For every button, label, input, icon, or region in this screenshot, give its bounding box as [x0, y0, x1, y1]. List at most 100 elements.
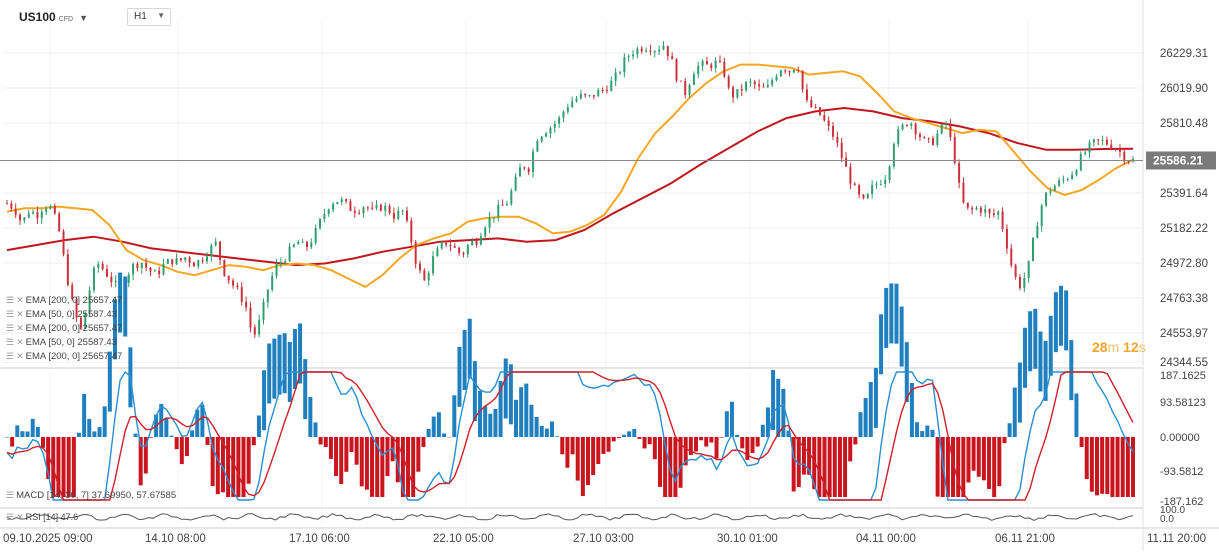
macd-histogram-bar: [853, 437, 857, 444]
menu-icon[interactable]: ☰: [6, 512, 14, 522]
candle-body: [815, 107, 817, 108]
macd-histogram-bar: [884, 288, 888, 348]
candle-body: [902, 125, 904, 129]
legend-item[interactable]: ☰✕EMA [50, 0] 25587.43: [6, 309, 117, 320]
close-icon[interactable]: ✕: [16, 323, 24, 333]
macd-histogram-bar: [524, 384, 528, 437]
candle-body: [1023, 278, 1025, 288]
candle-body: [806, 89, 808, 100]
macd-histogram-bar: [617, 437, 621, 438]
legend-item[interactable]: ☰✕EMA [200, 0] 25657.47: [6, 351, 122, 362]
macd-histogram-bar: [761, 425, 765, 437]
candle-countdown: 28m 12s: [1092, 339, 1146, 355]
candle-body: [545, 134, 547, 137]
candle-body: [997, 211, 999, 214]
macd-histogram-bar: [360, 437, 364, 486]
macd-histogram-bar: [329, 437, 333, 459]
macd-histogram-bar: [437, 412, 441, 437]
macd-histogram-bar: [529, 405, 533, 437]
macd-histogram-bar: [802, 437, 806, 475]
legend-item[interactable]: ☰✕EMA [50, 0] 25587.43: [6, 337, 117, 348]
macd-histogram-bar: [1095, 437, 1099, 495]
macd-histogram-bar: [257, 415, 261, 437]
candle-body: [989, 209, 991, 213]
candle-body: [471, 241, 473, 245]
macd-tick-label: 0.00000: [1160, 432, 1200, 444]
menu-icon[interactable]: ☰: [6, 337, 14, 347]
candle-body: [332, 204, 334, 209]
candle-body: [419, 264, 421, 271]
candle-body: [158, 271, 160, 275]
close-icon[interactable]: ✕: [16, 337, 24, 347]
macd-histogram-bar: [206, 437, 210, 445]
candle-body: [793, 70, 795, 73]
x-tick-label: 27.10 03:00: [573, 533, 634, 545]
menu-icon[interactable]: ☰: [6, 309, 14, 319]
macd-histogram-bar: [123, 277, 127, 337]
close-icon[interactable]: ✕: [16, 512, 24, 522]
candle-body: [836, 137, 838, 143]
legend-text: EMA [50, 0] 25587.43: [26, 337, 117, 348]
candle-body: [710, 65, 712, 69]
menu-icon[interactable]: ☰: [6, 490, 14, 500]
chevron-down-icon: ▼: [79, 13, 88, 23]
candle-body: [1045, 193, 1047, 206]
candle-body: [167, 259, 169, 264]
legend-text: EMA [200, 0] 25657.47: [26, 323, 123, 334]
legend-macd[interactable]: ☰MACD [14, 30, 7] 37.69950, 57.67585: [6, 490, 176, 501]
macd-histogram-bar: [591, 437, 595, 475]
macd-histogram-bar: [483, 406, 487, 437]
candle-body: [589, 95, 591, 96]
candle-body: [1097, 139, 1099, 140]
timeframe-dropdown[interactable]: H1 ▼: [127, 8, 171, 26]
legend-item[interactable]: ☰✕EMA [200, 0] 25657.47: [6, 323, 122, 334]
close-icon[interactable]: ✕: [16, 295, 24, 305]
rsi-line: [7, 514, 1133, 521]
macd-histogram-bar: [858, 412, 862, 437]
candle-body: [584, 94, 586, 95]
candle-body: [358, 213, 360, 214]
candle-body: [497, 205, 499, 217]
candle-body: [354, 211, 356, 213]
candle-body: [1036, 226, 1038, 238]
candle-body: [819, 107, 821, 115]
menu-icon[interactable]: ☰: [6, 323, 14, 333]
macd-histogram-bar: [504, 358, 508, 418]
candle-body: [202, 260, 204, 261]
candle-body: [258, 320, 260, 335]
legend-text: MACD [14, 30, 7] 37.69950, 57.67585: [16, 490, 176, 501]
candle-body: [345, 199, 347, 201]
candle-body: [797, 70, 799, 71]
x-tick-label: 09.10.2025 09:00: [3, 533, 93, 545]
candle-body: [1062, 179, 1064, 180]
macd-histogram-bar: [324, 437, 328, 447]
macd-histogram-bar: [334, 437, 338, 476]
menu-icon[interactable]: ☰: [6, 295, 14, 305]
macd-histogram-bar: [98, 427, 102, 437]
close-icon[interactable]: ✕: [16, 351, 24, 361]
legend-text: RSI [14] 47.6: [26, 512, 79, 522]
macd-histogram-bar: [560, 437, 564, 454]
candle-body: [280, 262, 282, 263]
close-icon[interactable]: ✕: [16, 309, 24, 319]
macd-histogram-bar: [699, 437, 703, 440]
macd-histogram-bar: [1002, 437, 1006, 443]
macd-histogram-bar: [673, 437, 677, 497]
candle-body: [1123, 152, 1125, 162]
candle-body: [415, 242, 417, 263]
candle-body: [841, 143, 843, 158]
macd-histogram-bar: [565, 437, 569, 468]
menu-icon[interactable]: ☰: [6, 351, 14, 361]
candle-body: [432, 256, 434, 273]
legend-item[interactable]: ☰✕EMA [200, 0] 25657.47: [6, 295, 122, 306]
candle-body: [954, 137, 956, 163]
x-tick-label: 11.11 20:00: [1147, 533, 1206, 545]
macd-tick-label: -93.5812: [1160, 466, 1203, 478]
candle-body: [875, 184, 877, 185]
candle-body: [867, 194, 869, 198]
legend-rsi[interactable]: ☰✕RSI [14] 47.6: [6, 512, 78, 523]
macd-histogram-bar: [1110, 437, 1114, 497]
